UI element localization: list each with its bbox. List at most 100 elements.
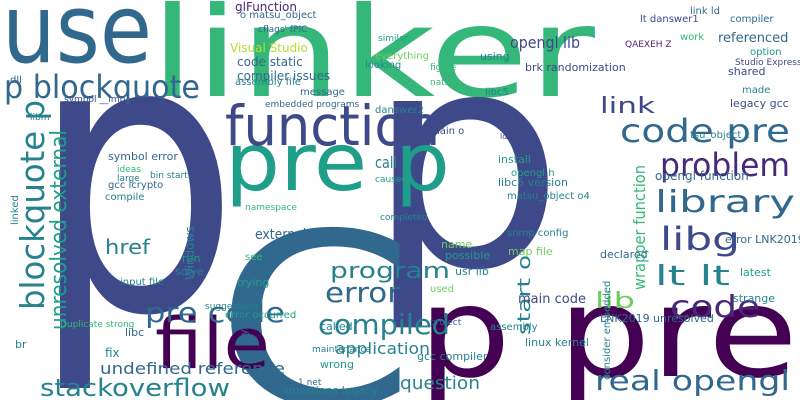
word: dll — [10, 75, 22, 86]
word: question — [400, 373, 480, 394]
word: opengl h — [511, 168, 555, 179]
word: map file — [508, 245, 553, 258]
word: libc — [125, 326, 144, 339]
word: name — [441, 238, 472, 251]
word: see — [245, 252, 263, 263]
word: call — [375, 153, 397, 172]
word: similar — [378, 34, 408, 44]
word: legacy gcc — [730, 97, 789, 110]
word: strange — [733, 292, 775, 305]
word: QAEXEH Z — [625, 40, 672, 50]
word: stackoverflow — [40, 374, 230, 400]
word: link ld — [690, 6, 720, 17]
word: program — [330, 259, 450, 284]
word: danswer2 — [375, 105, 424, 116]
word: assembly — [490, 322, 538, 333]
word: brk randomization — [525, 61, 626, 74]
word: project — [430, 318, 462, 328]
word: br — [15, 338, 27, 351]
word: start o — [514, 255, 535, 335]
word: used — [430, 284, 454, 295]
word: link — [600, 94, 655, 119]
word: shared — [728, 65, 765, 78]
word: ld T — [500, 132, 515, 141]
word: symbol error — [108, 150, 178, 163]
word: looking — [365, 60, 401, 71]
word: problem — [660, 146, 790, 184]
word: Windows — [183, 226, 197, 280]
word: option — [750, 47, 782, 58]
word: gcc compiler — [417, 350, 488, 363]
word: usr lib — [455, 265, 489, 278]
word: embedded programs — [265, 100, 360, 110]
word: install — [498, 153, 531, 166]
word: compiler — [730, 14, 774, 25]
word: external symbol — [255, 227, 355, 243]
word: main o — [430, 126, 464, 137]
word: real opengl — [595, 364, 790, 397]
word: error LNK2019 — [725, 233, 800, 246]
word: fix — [105, 346, 120, 360]
word: p pre — [418, 261, 798, 400]
word: p blockquote — [4, 68, 200, 106]
word: opengl function — [655, 169, 749, 183]
word: compiler issues — [237, 69, 330, 83]
word: file — [155, 303, 270, 385]
word: linker — [150, 0, 596, 126]
word: maintenance — [312, 345, 371, 355]
word: code — [670, 290, 760, 325]
word: opengl lib — [510, 33, 580, 52]
word: myutils lib — [239, 293, 250, 345]
word: lt danswer1 — [640, 14, 699, 25]
word: called — [320, 320, 353, 333]
word: input file — [120, 277, 164, 288]
word: library — [655, 185, 795, 220]
word: wrong — [320, 358, 354, 371]
word: p — [30, 0, 240, 399]
word: code pre — [620, 112, 790, 150]
word: made — [742, 85, 770, 96]
word: linux kernel — [525, 336, 589, 349]
word: assembly file — [235, 77, 301, 88]
word: consider embedded — [602, 281, 613, 380]
word: use — [2, 0, 152, 85]
word: error occurred — [225, 310, 296, 321]
word: lt lt — [655, 259, 730, 292]
word: suggestions — [205, 302, 259, 312]
word: error — [325, 276, 401, 309]
word: href — [105, 235, 151, 259]
word: possible — [445, 249, 490, 262]
word: snmp config — [507, 228, 568, 239]
word: declared — [600, 248, 648, 261]
word: undefined reference — [100, 359, 285, 378]
word: referenced — [718, 31, 788, 46]
word: compile — [105, 192, 144, 203]
word: tsu_object c — [690, 130, 750, 141]
word: unresolved external — [47, 130, 72, 330]
word: symbol __imp__htonl — [64, 95, 157, 105]
word: message — [300, 87, 345, 98]
word: Visual Studio — [230, 41, 308, 55]
word: Studio Express — [735, 58, 800, 68]
word: p — [365, 0, 565, 336]
word: blockquote p — [13, 100, 52, 310]
word: wrapper function — [630, 165, 649, 290]
word: application — [335, 339, 430, 358]
word: C — [215, 182, 415, 400]
word: bin start — [150, 171, 188, 181]
word: libc5 version — [498, 176, 568, 189]
word: libm — [30, 113, 49, 123]
word: main code — [518, 292, 586, 307]
word: completed — [380, 213, 428, 223]
word: trying — [237, 276, 269, 289]
word: code static — [237, 55, 303, 69]
word: libg — [660, 220, 740, 258]
word: solve — [175, 265, 204, 278]
word: ideas — [117, 165, 141, 175]
word: latest — [740, 266, 772, 279]
word: lib — [595, 289, 635, 314]
word: function — [225, 94, 440, 158]
word: pre code — [145, 296, 285, 329]
